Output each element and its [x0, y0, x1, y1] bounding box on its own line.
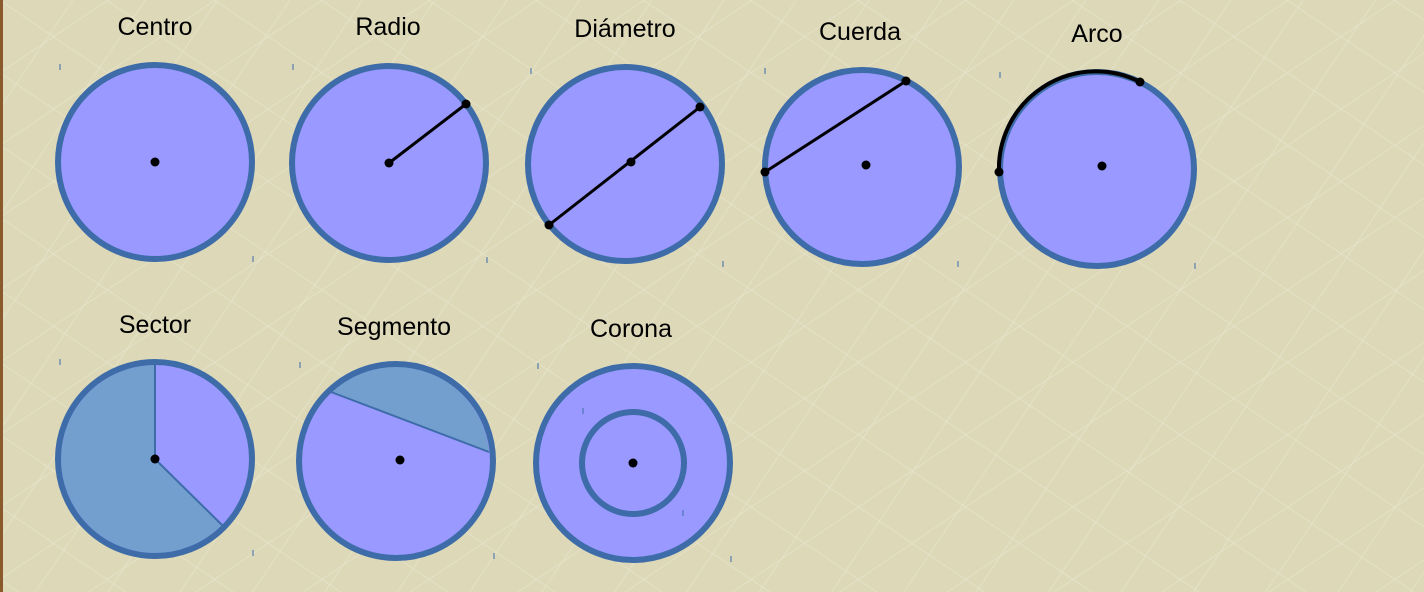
radio-figure: Radio — [289, 13, 489, 263]
cuerda-segment — [764, 79, 907, 174]
cuerda-end-point-a — [760, 167, 770, 177]
cuerda-figure: Cuerda — [760, 18, 962, 267]
corona-label: Corona — [590, 315, 672, 343]
radio-end-point — [461, 99, 471, 109]
arco-center-point — [1097, 161, 1107, 171]
diametro-segment — [548, 105, 701, 227]
arco-figure: Arco — [994, 20, 1197, 269]
arco-arc — [996, 69, 1141, 173]
segmento-circle-outline — [296, 361, 496, 561]
segmento-figure: Segmento — [296, 313, 496, 561]
segmento-chord — [330, 391, 490, 453]
centro-figure: Centro — [55, 13, 255, 262]
corona-figure: Corona — [533, 315, 733, 563]
centro-center-point — [150, 157, 160, 167]
sector-center-point — [150, 454, 160, 464]
segmento-label: Segmento — [337, 313, 451, 341]
left-border — [0, 0, 3, 592]
sector-label: Sector — [119, 311, 191, 339]
segmento-center-point — [395, 455, 405, 465]
arco-label: Arco — [1071, 20, 1122, 48]
corona-center-point — [628, 458, 638, 468]
sector-circle-outline — [55, 359, 255, 559]
diametro-end-point-b — [695, 102, 705, 112]
radio-center-point — [384, 158, 394, 168]
arco-end-point-a — [994, 167, 1004, 177]
radio-label: Radio — [355, 13, 420, 41]
cuerda-end-point-b — [901, 76, 911, 86]
cuerda-center-point — [861, 160, 871, 170]
arco-end-point-b — [1135, 77, 1145, 87]
construction-ticks — [59, 64, 1196, 562]
diametro-label: Diámetro — [574, 15, 675, 43]
diametro-figure: Diámetro — [525, 15, 725, 264]
radio-segment — [388, 102, 467, 165]
cuerda-label: Cuerda — [819, 18, 901, 46]
diametro-end-point-a — [544, 220, 554, 230]
sector-shaded-region — [61, 365, 222, 553]
centro-label: Centro — [117, 13, 192, 41]
sector-radius-b — [154, 458, 223, 526]
diametro-center-point — [626, 157, 636, 167]
arco-circle — [997, 69, 1197, 269]
segmento-shaded-region — [331, 366, 489, 452]
sector-figure: Sector — [55, 311, 255, 559]
